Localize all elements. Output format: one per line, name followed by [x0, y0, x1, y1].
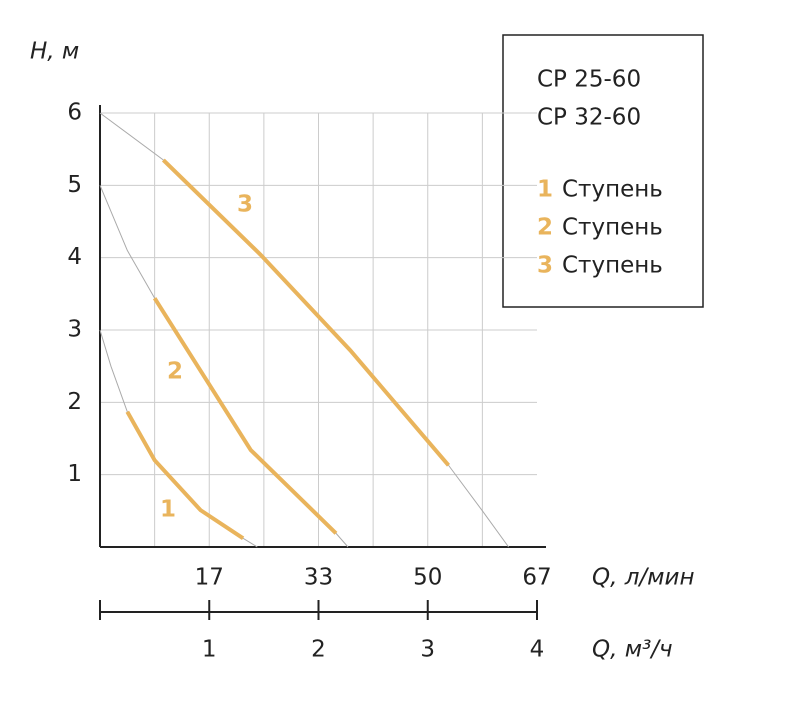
x-axis-label: Q, м³/ч	[592, 637, 673, 663]
x2-tick-label: 67	[522, 565, 551, 591]
x2-tick-label: 50	[413, 565, 442, 591]
x2-axis-label: Q, л/мин	[592, 565, 695, 591]
max-curve	[99, 185, 349, 548]
y-tick-label: 1	[67, 461, 82, 487]
x2-tick-label: 33	[304, 565, 333, 591]
model-label: CP 32-60	[537, 105, 641, 131]
y-tick-label: 3	[67, 317, 82, 343]
curve-label: 1	[160, 497, 176, 523]
legend-label: Ступень	[562, 177, 663, 203]
y-axis-label: H, м	[30, 39, 79, 65]
legend-marker: 3	[537, 253, 553, 279]
curve-label: 3	[237, 192, 253, 218]
legend-marker: 1	[537, 177, 553, 203]
operating-curve	[152, 297, 338, 535]
y-tick-label: 4	[67, 244, 82, 270]
operating-curve	[125, 410, 245, 540]
x-tick-label: 3	[420, 637, 435, 663]
curve-label: 2	[167, 359, 183, 385]
y-tick-label: 5	[67, 172, 82, 198]
operating-curve	[161, 158, 451, 467]
x2-tick-label: 17	[195, 565, 224, 591]
x-tick-label: 4	[530, 637, 545, 663]
legend-box	[502, 34, 704, 308]
x-tick-label: 1	[202, 637, 217, 663]
model-label: CP 25-60	[537, 67, 641, 93]
legend-label: Ступень	[562, 253, 663, 279]
legend-marker: 2	[537, 215, 553, 241]
y-tick-label: 2	[67, 389, 82, 415]
legend-label: Ступень	[562, 215, 663, 241]
y-tick-label: 6	[67, 100, 82, 126]
x-tick-label: 2	[311, 637, 326, 663]
